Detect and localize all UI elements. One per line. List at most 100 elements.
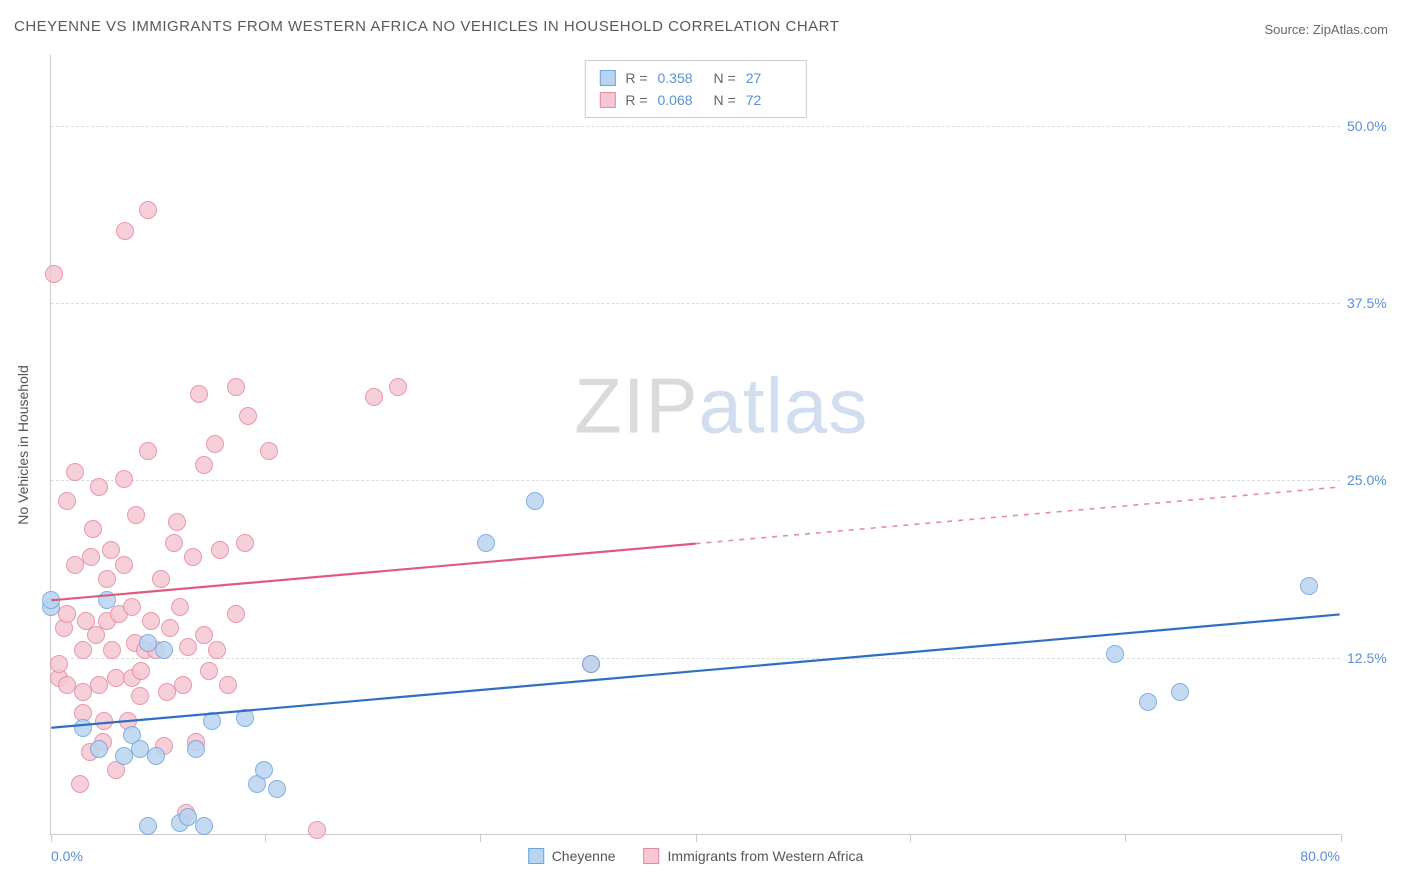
scatter-point xyxy=(195,817,213,835)
scatter-point xyxy=(66,463,84,481)
scatter-point xyxy=(155,641,173,659)
scatter-point xyxy=(132,662,150,680)
scatter-point xyxy=(50,655,68,673)
scatter-point xyxy=(98,570,116,588)
scatter-point xyxy=(95,712,113,730)
scatter-point xyxy=(227,605,245,623)
scatter-point xyxy=(200,662,218,680)
legend-r-label-0: R = xyxy=(625,67,647,89)
scatter-point xyxy=(236,709,254,727)
scatter-point xyxy=(168,513,186,531)
scatter-point xyxy=(260,442,278,460)
scatter-point xyxy=(123,598,141,616)
scatter-point xyxy=(582,655,600,673)
scatter-point xyxy=(58,492,76,510)
legend-n-val-0: 27 xyxy=(746,67,792,89)
scatter-point xyxy=(115,470,133,488)
watermark-atlas: atlas xyxy=(699,361,869,449)
legend-bottom-swatch-0 xyxy=(528,848,544,864)
scatter-point xyxy=(115,556,133,574)
scatter-point xyxy=(74,719,92,737)
legend-bottom-item-0: Cheyenne xyxy=(528,848,616,864)
gridline xyxy=(51,126,1340,127)
scatter-point xyxy=(74,641,92,659)
scatter-point xyxy=(1106,645,1124,663)
scatter-point xyxy=(71,775,89,793)
legend-n-label-1: N = xyxy=(714,89,736,111)
scatter-point xyxy=(131,687,149,705)
scatter-point xyxy=(211,541,229,559)
scatter-point xyxy=(174,676,192,694)
x-tick xyxy=(1125,834,1126,842)
legend-r-label-1: R = xyxy=(625,89,647,111)
scatter-point xyxy=(239,407,257,425)
gridline xyxy=(51,303,1340,304)
scatter-point xyxy=(139,817,157,835)
y-tick-label: 50.0% xyxy=(1347,118,1402,134)
x-tick xyxy=(480,834,481,842)
y-tick-label: 12.5% xyxy=(1347,650,1402,666)
scatter-point xyxy=(365,388,383,406)
scatter-point xyxy=(84,520,102,538)
scatter-point xyxy=(208,641,226,659)
legend-bottom-swatch-1 xyxy=(644,848,660,864)
legend-top: R = 0.358 N = 27 R = 0.068 N = 72 xyxy=(584,60,806,118)
scatter-point xyxy=(116,222,134,240)
x-tick xyxy=(910,834,911,842)
scatter-point xyxy=(127,506,145,524)
scatter-point xyxy=(227,378,245,396)
legend-bottom-label-0: Cheyenne xyxy=(552,848,616,864)
x-tick-min-label: 0.0% xyxy=(51,848,83,864)
scatter-point xyxy=(1171,683,1189,701)
scatter-point xyxy=(179,638,197,656)
legend-bottom-item-1: Immigrants from Western Africa xyxy=(644,848,864,864)
legend-n-label-0: N = xyxy=(714,67,736,89)
scatter-point xyxy=(1300,577,1318,595)
legend-top-row-1: R = 0.068 N = 72 xyxy=(599,89,791,111)
legend-bottom: Cheyenne Immigrants from Western Africa xyxy=(528,848,864,864)
x-tick-max-label: 80.0% xyxy=(1300,848,1340,864)
scatter-point xyxy=(268,780,286,798)
plot-area: No Vehicles in Household ZIPatlas 12.5%2… xyxy=(50,55,1340,835)
legend-r-val-0: 0.358 xyxy=(658,67,704,89)
scatter-point xyxy=(161,619,179,637)
watermark: ZIPatlas xyxy=(574,360,868,451)
legend-swatch-1 xyxy=(599,92,615,108)
scatter-point xyxy=(98,591,116,609)
legend-r-val-1: 0.068 xyxy=(658,89,704,111)
legend-top-row-0: R = 0.358 N = 27 xyxy=(599,67,791,89)
scatter-point xyxy=(187,740,205,758)
scatter-point xyxy=(58,605,76,623)
scatter-point xyxy=(142,612,160,630)
watermark-zip: ZIP xyxy=(574,361,698,449)
x-tick xyxy=(265,834,266,842)
scatter-point xyxy=(82,548,100,566)
scatter-point xyxy=(206,435,224,453)
scatter-point xyxy=(236,534,254,552)
source-label: Source: ZipAtlas.com xyxy=(1264,22,1388,37)
scatter-point xyxy=(139,201,157,219)
scatter-point xyxy=(152,570,170,588)
scatter-point xyxy=(184,548,202,566)
scatter-point xyxy=(165,534,183,552)
y-tick-label: 25.0% xyxy=(1347,472,1402,488)
chart-title: CHEYENNE VS IMMIGRANTS FROM WESTERN AFRI… xyxy=(14,18,839,35)
scatter-point xyxy=(308,821,326,839)
scatter-point xyxy=(477,534,495,552)
gridline xyxy=(51,658,1340,659)
scatter-point xyxy=(45,265,63,283)
scatter-point xyxy=(171,598,189,616)
scatter-point xyxy=(219,676,237,694)
scatter-point xyxy=(190,385,208,403)
scatter-point xyxy=(389,378,407,396)
scatter-point xyxy=(139,442,157,460)
scatter-point xyxy=(203,712,221,730)
legend-n-val-1: 72 xyxy=(746,89,792,111)
scatter-point xyxy=(90,478,108,496)
scatter-point xyxy=(103,641,121,659)
trend-line-dashed xyxy=(696,487,1340,544)
scatter-point xyxy=(42,591,60,609)
scatter-point xyxy=(255,761,273,779)
scatter-point xyxy=(1139,693,1157,711)
legend-swatch-0 xyxy=(599,70,615,86)
